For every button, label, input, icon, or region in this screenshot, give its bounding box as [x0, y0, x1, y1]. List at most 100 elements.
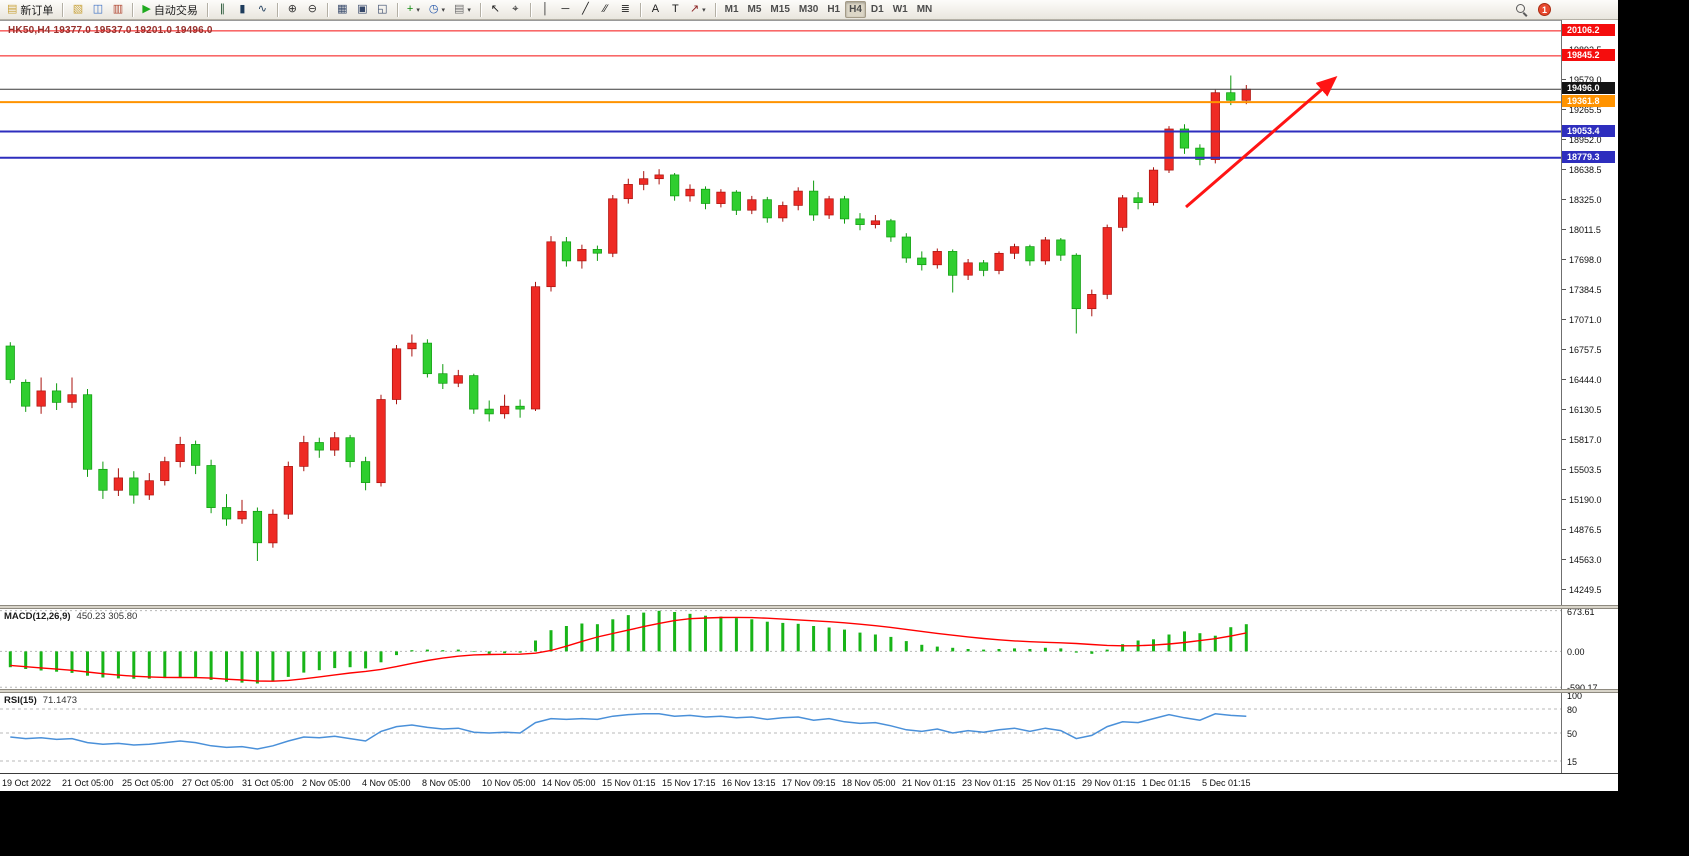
time-label: 8 Nov 05:00 — [422, 778, 471, 788]
timeframe-m1-label: M1 — [724, 4, 739, 15]
new-chart-button[interactable]: ▥ — [108, 1, 127, 18]
cursor-icon: ↖ — [490, 3, 500, 15]
pane-splitter[interactable] — [0, 605, 1618, 609]
rsi-chart[interactable] — [0, 693, 1561, 773]
new-order-button[interactable]: ▤ 新订单 — [3, 1, 57, 18]
macd-pane[interactable]: MACD(12,26,9) 450.23 305.80 — [0, 609, 1561, 689]
rsi-pane[interactable]: RSI(15) 71.1473 — [0, 693, 1561, 773]
timeframe-w1-label: W1 — [892, 4, 908, 15]
timeframe-h1[interactable]: H1 — [823, 1, 844, 18]
profiles-icon: ▧ — [72, 3, 84, 15]
timeframe-mn[interactable]: MN — [913, 1, 937, 18]
bar-chart-button[interactable]: ∥ — [213, 1, 232, 18]
chevron-down-icon: ▾ — [441, 6, 445, 14]
channel-icon: ∕∕ — [603, 3, 608, 15]
templates-icon: ▤ — [453, 3, 465, 15]
price-chart-pane[interactable]: HK50,H4 19377.0 19537.0 19201.0 19496.0 — [0, 20, 1561, 605]
time-label: 15 Nov 17:15 — [662, 778, 716, 788]
price-tick: 16444.0 — [1562, 374, 1602, 385]
candlestick-chart-button[interactable]: ▮ — [233, 1, 252, 18]
timeframe-d1-label: D1 — [870, 4, 884, 15]
timeframe-h4-label: H4 — [849, 4, 862, 15]
cascade-windows-icon: ▣ — [357, 3, 368, 15]
level-price-tag: 18779.3 — [1562, 150, 1615, 163]
arrows-button[interactable]: ↗ ▾ — [686, 1, 710, 18]
price-tick: 15817.0 — [1562, 434, 1602, 445]
timeframe-mn-label: MN — [916, 4, 933, 15]
tile-windows-button[interactable]: ▦ — [333, 1, 352, 18]
timeframe-m15[interactable]: M15 — [766, 1, 793, 18]
new-order-icon: ▤ — [7, 3, 18, 15]
channel-button[interactable]: ∕∕ — [596, 1, 615, 18]
zoom-in-icon: ⊕ — [287, 3, 297, 15]
price-tick: 17384.5 — [1562, 285, 1602, 296]
timeframe-d1[interactable]: D1 — [867, 1, 888, 18]
zoom-out-button[interactable]: ⊖ — [303, 1, 322, 18]
price-tick: 14563.0 — [1562, 554, 1602, 565]
price-axis[interactable]: 19892.519579.019265.518952.018638.518325… — [1561, 20, 1618, 773]
time-label: 23 Nov 01:15 — [962, 778, 1016, 788]
trendline-icon: ╱ — [582, 3, 589, 15]
bar-chart-icon: ∥ — [219, 3, 226, 15]
market-watch-button[interactable]: ◫ — [88, 1, 107, 18]
timeframe-m5[interactable]: M5 — [744, 1, 766, 18]
toolbar-separator — [62, 2, 64, 17]
text-button[interactable]: A — [646, 1, 665, 18]
price-tick: 19579.0 — [1562, 75, 1602, 86]
horizontal-line-icon: ─ — [561, 3, 570, 15]
price-tick: 18011.5 — [1562, 225, 1601, 236]
periods-button[interactable]: ◷ ▾ — [425, 1, 449, 18]
horizontal-line-button[interactable]: ─ — [556, 1, 575, 18]
price-tick: 18638.5 — [1562, 165, 1602, 176]
price-tick: 16757.5 — [1562, 344, 1602, 355]
autotrading-button[interactable]: ▶ 自动交易 — [138, 1, 201, 18]
toolbar: ▤ 新订单 ▧ ◫ ▥ ▶ 自动交易 ∥ ▮ ∿ ⊕ ⊖ ▦ ▣ ◱ + ▾ ◷ ▾ ▤ ▾ ↖ ⌖ │ ─ ╱ ∕∕ ≣ A T ↗ ▾ M1… — [0, 0, 1618, 20]
rsi-scale-label: 100 — [1567, 691, 1583, 701]
toolbar-right: 1 — [1515, 3, 1615, 16]
autotrading-icon: ▶ — [142, 3, 151, 15]
label-button[interactable]: T — [666, 1, 685, 18]
pane-splitter[interactable] — [0, 689, 1618, 693]
arrange-windows-button[interactable]: ◱ — [373, 1, 392, 18]
time-label: 21 Nov 01:15 — [902, 778, 956, 788]
cascade-windows-button[interactable]: ▣ — [353, 1, 372, 18]
price-tick: 18325.0 — [1562, 195, 1602, 206]
zoom-in-button[interactable]: ⊕ — [283, 1, 302, 18]
cursor-button[interactable]: ↖ — [486, 1, 505, 18]
timeframe-m30[interactable]: M30 — [795, 1, 822, 18]
time-label: 27 Oct 05:00 — [182, 778, 234, 788]
time-axis[interactable]: 19 Oct 2022 21 Oct 05:00 25 Oct 05:00 27 Oc… — [0, 773, 1618, 791]
crosshair-button[interactable]: ⌖ — [506, 1, 525, 18]
level-price-tag: 20106.2 — [1562, 23, 1615, 36]
rsi-scale-label: 50 — [1567, 729, 1578, 739]
time-label: 18 Nov 05:00 — [842, 778, 896, 788]
fibonacci-button[interactable]: ≣ — [616, 1, 635, 18]
notification-badge[interactable]: 1 — [1538, 3, 1551, 16]
periods-icon: ◷ — [428, 3, 439, 15]
price-tick: 15190.0 — [1562, 494, 1602, 505]
vertical-line-button[interactable]: │ — [536, 1, 555, 18]
trendline-button[interactable]: ╱ — [576, 1, 595, 18]
toolbar-button-groups: ▤ 新订单 ▧ ◫ ▥ ▶ 自动交易 ∥ ▮ ∿ ⊕ ⊖ ▦ ▣ ◱ + ▾ ◷ ▾ ▤ ▾ ↖ ⌖ │ ─ ╱ ∕∕ ≣ A T ↗ ▾ M1… — [3, 1, 936, 18]
macd-scale-label: -590.17 — [1567, 683, 1598, 693]
templates-button[interactable]: ▤ ▾ — [450, 1, 475, 18]
charts-profile-button[interactable]: ▧ — [68, 1, 87, 18]
timeframe-m1[interactable]: M1 — [721, 1, 743, 18]
time-label: 15 Nov 01:15 — [602, 778, 656, 788]
toolbar-separator — [639, 2, 641, 17]
time-label: 19 Oct 2022 — [2, 778, 52, 788]
search-icon[interactable] — [1515, 3, 1528, 16]
autotrading-button-label: 自动交易 — [153, 4, 198, 17]
time-label: 21 Oct 05:00 — [62, 778, 114, 788]
time-label: 31 Oct 05:00 — [242, 778, 294, 788]
timeframe-w1[interactable]: W1 — [889, 1, 912, 18]
timeframe-h4[interactable]: H4 — [845, 1, 866, 18]
macd-chart[interactable] — [0, 609, 1561, 689]
price-tick: 14876.5 — [1562, 524, 1602, 535]
price-tick: 16130.5 — [1562, 404, 1602, 415]
candlestick-chart[interactable] — [0, 21, 1561, 605]
text-icon: A — [651, 3, 660, 15]
indicators-button[interactable]: + ▾ — [403, 1, 424, 18]
toolbar-separator — [396, 2, 398, 17]
line-chart-button[interactable]: ∿ — [253, 1, 272, 18]
